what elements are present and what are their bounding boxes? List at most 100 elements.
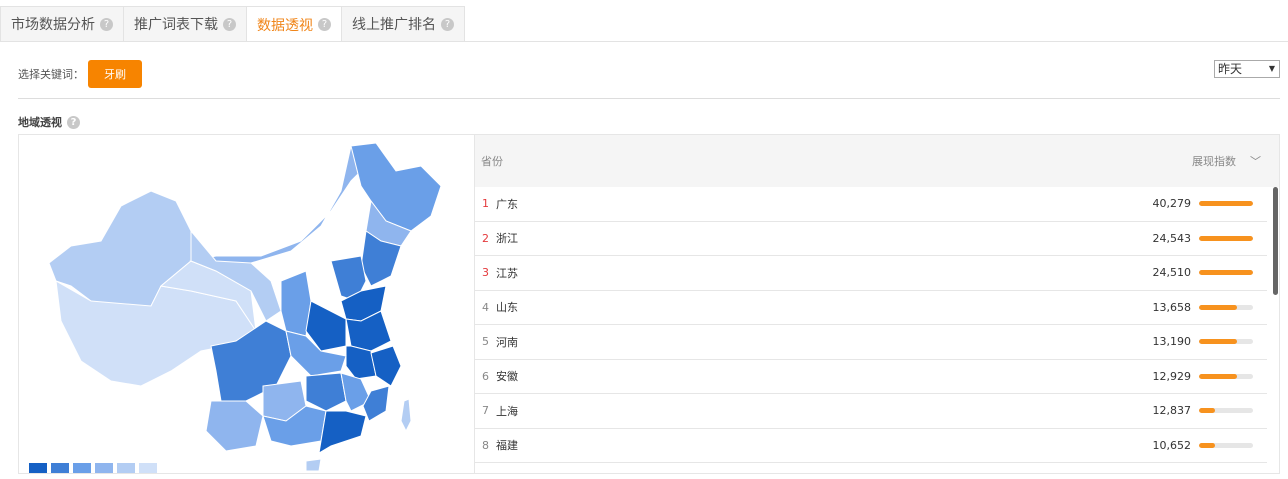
province-name: 浙江 (496, 232, 518, 246)
tab-divider (0, 41, 1288, 42)
index-bar (1199, 235, 1253, 241)
index-value: 13,658 (1152, 300, 1192, 314)
region-henan[interactable] (305, 300, 347, 352)
region-zhejiang[interactable] (370, 345, 402, 387)
region-hunan[interactable] (305, 372, 347, 412)
index-bar-fill (1199, 270, 1253, 276)
province-name: 福建 (496, 439, 518, 453)
table-header: 省份 展现指数 ﹀ (475, 135, 1279, 187)
index-bar (1199, 201, 1253, 207)
index-bar-fill (1199, 201, 1253, 207)
index-value: 24,510 (1152, 266, 1192, 280)
index-value: 24,543 (1152, 231, 1192, 245)
help-icon[interactable]: ? (223, 17, 236, 31)
tab-bar: 市场数据分析? 推广词表下载? 数据透视? 线上推广排名? (0, 6, 465, 42)
divider (18, 98, 1280, 99)
tab-data-pivot[interactable]: 数据透视? (246, 6, 342, 42)
table-row: 3 江苏 24,510 (475, 256, 1267, 291)
index-value: 13,190 (1152, 335, 1192, 349)
map-svg (48, 142, 442, 472)
col-index-label: 展现指数 (1192, 155, 1236, 168)
region-gansu[interactable] (190, 229, 282, 322)
rank: 7 (482, 404, 489, 418)
index-bar (1199, 373, 1253, 379)
index-bar-fill (1199, 442, 1216, 448)
tab-market-analysis[interactable]: 市场数据分析? (0, 6, 124, 41)
region-hainan[interactable] (305, 458, 322, 472)
scrollbar[interactable] (1273, 187, 1278, 295)
section-title: 地域透视? (18, 114, 80, 130)
region-fujian[interactable] (362, 385, 390, 422)
province-table: 省份 展现指数 ﹀ 1 广东 40,279 2 浙江 24,543 3 江苏 24,510 4 山东 1… (474, 134, 1280, 474)
table-row: 8 福建 10,652 (475, 429, 1267, 463)
region-sichuan[interactable] (210, 320, 292, 402)
help-icon[interactable]: ? (100, 17, 113, 31)
index-value: 10,652 (1152, 438, 1192, 452)
rank: 4 (482, 300, 489, 314)
legend-swatch (95, 463, 113, 473)
keyword-button[interactable]: 牙刷 (88, 60, 142, 88)
province-name: 广东 (496, 197, 518, 211)
rank: 1 (482, 197, 489, 211)
table-row: 1 广东 40,279 (475, 187, 1267, 222)
tab-label: 线上推广排名 (352, 17, 436, 33)
region-hubei[interactable] (285, 330, 347, 377)
date-select-value: 昨天 (1218, 62, 1243, 76)
index-bar-fill (1199, 373, 1237, 379)
index-bar-fill (1199, 339, 1237, 345)
rank: 8 (482, 438, 489, 452)
index-value: 12,837 (1152, 404, 1192, 418)
table-body: 1 广东 40,279 2 浙江 24,543 3 江苏 24,510 4 山东 13,658 5 河南 1… (475, 187, 1279, 463)
province-name: 山东 (496, 301, 518, 315)
province-name: 江苏 (496, 266, 518, 280)
tab-online-ranking[interactable]: 线上推广排名? (341, 6, 465, 41)
map-legend (29, 463, 157, 473)
rank: 5 (482, 335, 489, 349)
legend-swatch (139, 463, 157, 473)
region-taiwan[interactable] (400, 398, 412, 433)
index-bar (1199, 339, 1253, 345)
index-bar-fill (1199, 235, 1253, 241)
region-yunnan[interactable] (205, 400, 264, 452)
province-name: 河南 (496, 335, 518, 349)
region-jiangxi[interactable] (340, 372, 372, 412)
china-map (18, 134, 474, 474)
rank: 2 (482, 231, 489, 245)
legend-swatch (29, 463, 47, 473)
table-row: 6 安徽 12,929 (475, 360, 1267, 394)
keyword-label: 选择关键词： (18, 68, 84, 81)
table-row: 7 上海 12,837 (475, 394, 1267, 429)
index-value: 12,929 (1152, 369, 1192, 383)
legend-swatch (51, 463, 69, 473)
tab-label: 推广词表下载 (134, 17, 218, 33)
table-row: 4 山东 13,658 (475, 291, 1267, 325)
legend-swatch (117, 463, 135, 473)
date-select[interactable]: 昨天 ▼ (1214, 60, 1280, 78)
dropdown-arrow-icon: ▼ (1268, 64, 1275, 73)
col-index[interactable]: 展现指数 ﹀ (1192, 153, 1261, 169)
legend-swatch (73, 463, 91, 473)
tab-label: 市场数据分析 (11, 17, 95, 33)
tab-label: 数据透视 (257, 17, 313, 34)
rank: 3 (482, 266, 489, 280)
province-name: 安徽 (496, 370, 518, 384)
region-guangdong[interactable] (318, 410, 367, 454)
table-row: 5 河南 13,190 (475, 325, 1267, 360)
table-row: 2 浙江 24,543 (475, 222, 1267, 256)
tab-keyword-download[interactable]: 推广词表下载? (123, 6, 247, 41)
col-province: 省份 (481, 155, 503, 168)
province-name: 上海 (496, 404, 518, 418)
index-value: 40,279 (1152, 197, 1192, 211)
region-heilongjiang[interactable] (350, 142, 442, 232)
sort-chevron-icon[interactable]: ﹀ (1250, 155, 1261, 168)
index-bar-fill (1199, 408, 1216, 414)
index-bar (1199, 442, 1253, 448)
help-icon[interactable]: ? (318, 18, 331, 31)
help-icon[interactable]: ? (441, 17, 454, 31)
rank: 6 (482, 369, 489, 383)
region-inner-mongolia[interactable] (189, 145, 372, 272)
index-bar (1199, 408, 1253, 414)
help-icon[interactable]: ? (67, 115, 80, 129)
index-bar-fill (1199, 304, 1237, 310)
section-title-text: 地域透视 (18, 116, 62, 129)
